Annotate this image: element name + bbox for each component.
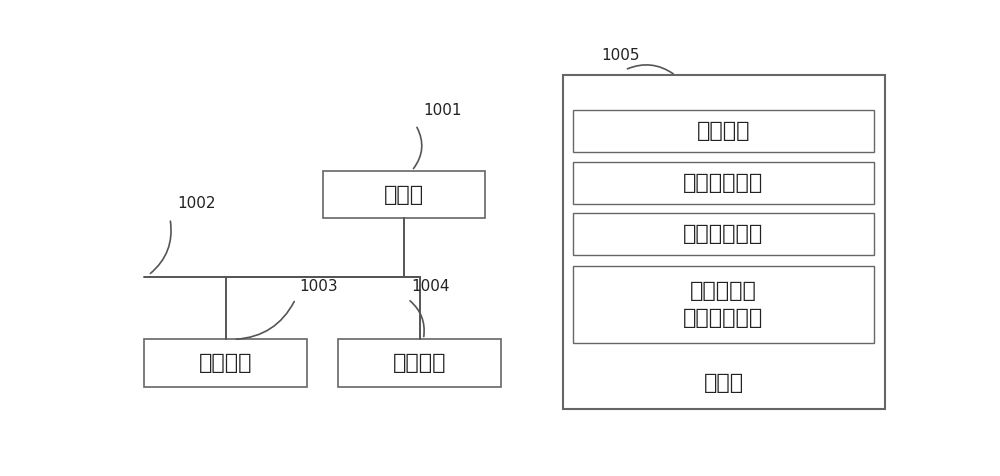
Text: 1003: 1003	[299, 278, 338, 294]
Text: 网络通信模块: 网络通信模块	[683, 173, 763, 193]
Text: 1001: 1001	[423, 103, 462, 118]
Bar	[573, 266, 874, 343]
Bar	[573, 110, 874, 152]
Bar	[338, 339, 501, 387]
Text: 用户接口: 用户接口	[199, 353, 252, 373]
Text: 网络接口: 网络接口	[393, 353, 446, 373]
Bar	[573, 213, 874, 255]
Text: 用户运动量
信息提示程序: 用户运动量 信息提示程序	[683, 281, 763, 327]
Text: 处理器: 处理器	[384, 185, 424, 205]
Text: 存储器: 存储器	[704, 373, 744, 393]
Text: 操作系统: 操作系统	[697, 121, 750, 141]
Bar	[573, 161, 874, 204]
Text: 1005: 1005	[602, 48, 640, 63]
Text: 1002: 1002	[178, 196, 216, 211]
Text: 1004: 1004	[412, 278, 450, 294]
Bar	[323, 171, 485, 218]
Bar	[144, 339, 307, 387]
Bar	[563, 75, 885, 409]
Text: 用户接口模块: 用户接口模块	[683, 224, 763, 244]
